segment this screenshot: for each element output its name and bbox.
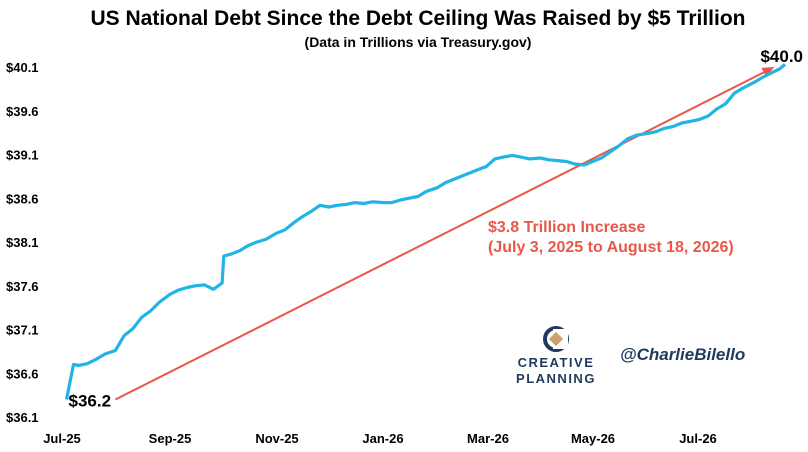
y-tick-label: $39.6 bbox=[6, 104, 39, 119]
chart-title: US National Debt Since the Debt Ceiling … bbox=[90, 7, 745, 30]
x-tick-label: Mar-26 bbox=[467, 431, 509, 446]
x-tick-label: Jul-25 bbox=[43, 431, 81, 446]
creative-planning-logo-icon bbox=[543, 326, 569, 352]
y-axis: $36.1 $36.6 $37.1 $37.6 $38.1 $38.6 $39.1 $39.6… bbox=[6, 60, 39, 425]
end-value-label: $40.0 bbox=[760, 47, 803, 66]
y-tick-label: $38.6 bbox=[6, 191, 39, 206]
y-tick-label: $38.1 bbox=[6, 235, 39, 250]
y-tick-label: $37.6 bbox=[6, 279, 39, 294]
increase-arrow bbox=[114, 71, 765, 401]
y-tick-label: $36.6 bbox=[6, 366, 39, 381]
x-tick-label: Jan-26 bbox=[362, 431, 403, 446]
author-handle: @CharlieBilello bbox=[620, 345, 745, 364]
increase-annotation-line2: (July 3, 2025 to August 18, 2026) bbox=[488, 239, 734, 256]
y-tick-label: $37.1 bbox=[6, 323, 39, 338]
logo-line2: PLANNING bbox=[516, 371, 596, 386]
y-tick-label: $36.1 bbox=[6, 410, 39, 425]
x-tick-label: May-26 bbox=[571, 431, 615, 446]
x-tick-label: Jul-26 bbox=[679, 431, 717, 446]
y-tick-label: $40.1 bbox=[6, 60, 39, 75]
x-axis: Jul-25 Sep-25 Nov-25 Jan-26 Mar-26 May-26 Jul-… bbox=[43, 431, 717, 446]
increase-annotation-line1: $3.8 Trillion Increase bbox=[488, 219, 646, 236]
logo-line1: CREATIVE bbox=[518, 355, 595, 370]
increase-arrow-head bbox=[761, 67, 775, 77]
x-tick-label: Sep-25 bbox=[149, 431, 192, 446]
series-line-national-debt bbox=[64, 63, 787, 400]
start-value-label: $36.2 bbox=[68, 392, 111, 411]
y-tick-label: $39.1 bbox=[6, 148, 39, 163]
chart-subtitle: (Data in Trillions via Treasury.gov) bbox=[305, 34, 532, 50]
x-tick-label: Nov-25 bbox=[255, 431, 298, 446]
